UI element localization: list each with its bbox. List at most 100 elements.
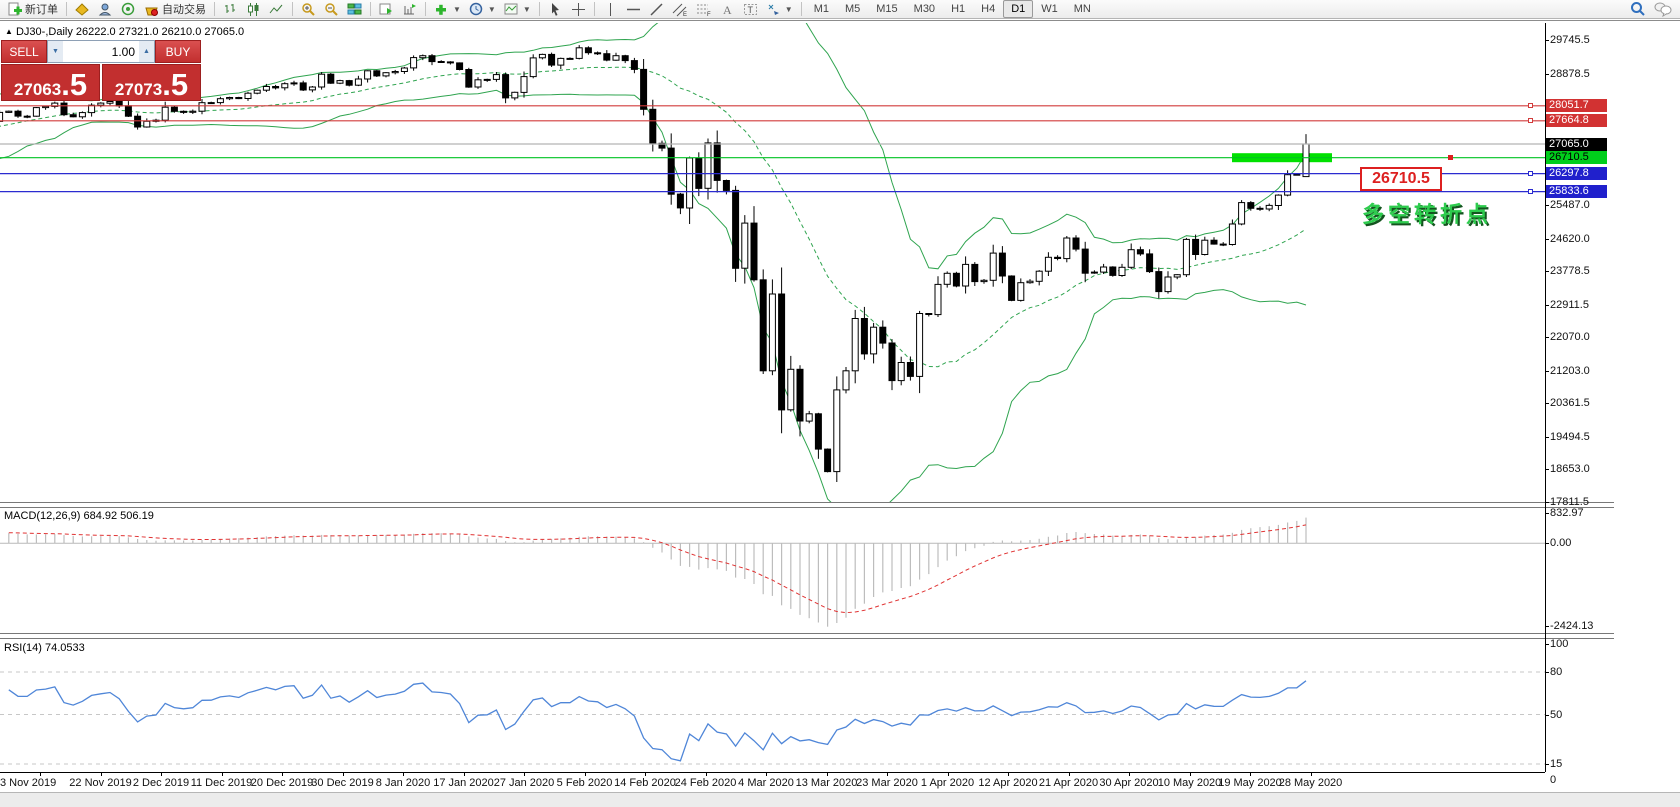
date-label: 13 Mar 2020 [795,777,858,789]
strategy-test-icon [404,3,416,14]
add-indicator-button[interactable]: ▼ [430,0,465,19]
chevron-down-icon: ▼ [784,4,793,14]
date-label: 8 Jan 2020 [375,777,431,789]
date-label: 1 Apr 2020 [920,777,975,789]
date-label: 19 May 2020 [1218,777,1282,789]
main-chart-canvas[interactable] [0,23,1545,502]
zoom-out-button[interactable] [320,0,343,19]
cursor-button[interactable] [544,0,567,19]
macd-axis-label: 0.00 [1550,537,1572,550]
timeframe-button-m15[interactable]: M15 [876,3,898,15]
date-axis-tick [1068,773,1070,776]
price-line-label: 27065.0 [1546,137,1607,151]
timeframe-button-d1[interactable]: D1 [1003,0,1034,18]
zoom-in-button[interactable] [297,0,320,19]
collapse-triangle-icon[interactable]: ▲ [5,27,13,36]
candlestick-chart-button[interactable] [242,0,265,19]
date-axis-tick [766,773,767,776]
price-tick-label: 19494.5 [1550,430,1590,443]
timeframe-button-h1[interactable]: H1 [951,3,966,15]
date-label: 2 Dec 2019 [132,777,190,789]
buy-price-pips: .5 [162,66,189,102]
channel-button[interactable]: E [668,0,692,19]
line-handle[interactable] [1448,155,1453,161]
bar-chart-button[interactable] [219,0,242,19]
price-tick-label: 28878.5 [1550,67,1590,80]
broadcast-button[interactable] [117,0,140,19]
vertical-line-button[interactable] [599,0,622,19]
chart-title: ▲ DJ30-,Daily 26222.0 27321.0 26210.0 27… [5,26,244,38]
timeframe-button-m30[interactable]: M30 [913,3,936,15]
date-axis-tick [463,773,465,776]
line-handle[interactable] [1528,103,1533,109]
user-button[interactable] [94,0,117,19]
date-axis-tick [221,773,223,776]
price-line-label: 28051.7 [1546,99,1607,113]
data-window-icon [379,3,392,14]
arrows-icon [768,4,779,15]
buy-price-main: 27073 [114,80,163,99]
macd-axis-label: -2424.13 [1550,620,1594,632]
line-handle[interactable] [1528,118,1533,124]
rsi-canvas[interactable] [0,639,1545,772]
template-button[interactable]: ▼ [500,0,535,19]
rsi-axis-tick [1545,643,1549,645]
macd-axis-tick [1545,626,1549,627]
toolbar: 新订单 自动交易 ▼ ▼ ▼ E F A T ▼ [0,0,1680,19]
timeframe-button-m5[interactable]: M5 [844,3,861,15]
crosshair-button[interactable] [567,0,590,19]
svg-text:E: E [683,12,687,17]
auto-trading-button[interactable]: 自动交易 [140,0,210,19]
strategy-test-button[interactable] [398,0,421,19]
line-handle[interactable] [1528,189,1533,195]
price-level-annotation-box[interactable]: 26710.5 [1360,167,1442,191]
date-label: 10 May 2020 [1157,777,1222,789]
buy-price[interactable]: 27073 .5 [102,64,201,101]
fibonacci-icon: F [696,4,711,17]
text-label-button[interactable]: T [739,0,762,19]
date-label: 30 Apr 2020 [1099,777,1159,789]
price-axis-line [1545,23,1546,772]
price-line-label: 26297.8 [1546,167,1607,181]
date-label: 27 Jan 2020 [493,777,555,789]
price-line-label: 26710.5 [1546,151,1607,165]
chevron-down-icon: ▼ [487,4,496,14]
gold-button[interactable] [71,0,94,19]
period-clock-icon [469,2,483,15]
volume-increase-button[interactable]: ▲ [139,41,154,62]
horizontal-line-button[interactable] [622,0,645,19]
new-order-button[interactable]: 新订单 [3,0,62,19]
macd-canvas[interactable] [0,508,1545,635]
timeframe-button-h4[interactable]: H4 [981,3,996,15]
text-label-icon: T [743,3,757,15]
fibonacci-button[interactable]: F [692,0,716,19]
date-label: 4 Mar 2020 [738,777,794,789]
volume-input[interactable] [63,41,139,62]
timeframe-button-w1[interactable]: W1 [1041,3,1058,15]
sell-button[interactable]: SELL [1,40,47,63]
search-icon[interactable] [1630,1,1646,17]
chart-ohlc-values: 26222.0 27321.0 26210.0 27065.0 [75,26,245,38]
buy-button[interactable]: BUY [155,40,201,63]
volume-decrease-button[interactable]: ▼ [48,41,63,62]
line-handle[interactable] [1528,171,1533,177]
turning-point-note[interactable]: 多空转折点 [1362,202,1493,227]
toolbar-separator [292,2,293,16]
data-window-button[interactable] [375,0,398,19]
price-axis-tick [1545,469,1549,471]
trendline-button[interactable] [645,0,668,19]
date-axis-tick [1310,773,1312,776]
line-chart-button[interactable] [265,0,288,19]
date-label: 28 May 2020 [1278,777,1343,789]
tile-windows-button[interactable] [343,0,366,19]
pane-separator[interactable] [0,633,1614,639]
pane-separator[interactable] [0,502,1614,508]
sell-price[interactable]: 27063 .5 [1,64,100,101]
timeframe-button-m1[interactable]: M1 [813,3,829,15]
text-button[interactable]: A [716,0,739,19]
period-clock-button[interactable]: ▼ [465,0,500,19]
horizontal-line-icon [626,8,640,10]
chat-icon[interactable] [1654,1,1672,17]
timeframe-button-mn[interactable]: MN [1073,3,1091,15]
arrows-button[interactable]: ▼ [762,0,797,19]
